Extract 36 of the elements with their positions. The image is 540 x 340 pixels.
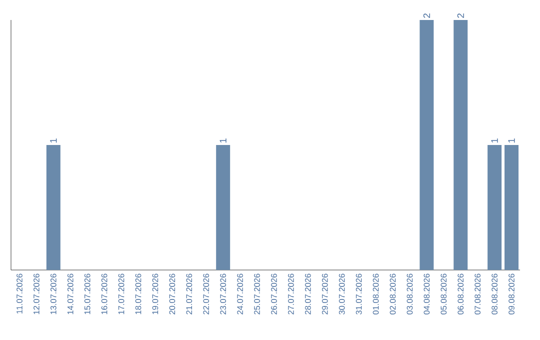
x-tick-label: 08.08.2026 bbox=[492, 274, 498, 314]
x-tick-label: 14.07.2026 bbox=[67, 274, 74, 314]
x-tick-label: 02.08.2026 bbox=[390, 274, 396, 314]
x-tick-label: 07.08.2026 bbox=[474, 274, 481, 314]
x-tick-label: 25.07.2026 bbox=[254, 274, 260, 314]
x-tick-label: 17.07.2026 bbox=[118, 274, 124, 314]
x-tick-label: 20.07.2026 bbox=[169, 274, 176, 314]
x-tick-label: 16.07.2026 bbox=[101, 274, 108, 314]
x-tick-label: 28.07.2026 bbox=[305, 274, 311, 314]
x-tick-label: 11.07.2026 bbox=[16, 274, 22, 314]
x-tick-label: 27.07.2026 bbox=[288, 274, 294, 314]
data-label: 1 bbox=[50, 138, 57, 143]
x-tick-label: 30.07.2026 bbox=[338, 274, 345, 314]
x-tick-label: 15.07.2026 bbox=[84, 274, 90, 314]
data-label: 2 bbox=[423, 14, 430, 18]
data-label: 1 bbox=[220, 138, 226, 143]
x-tick-label: 05.08.2026 bbox=[440, 274, 447, 314]
x-tick-label: 04.08.2026 bbox=[424, 274, 430, 314]
x-tick-label: 12.07.2026 bbox=[34, 274, 40, 314]
x-tick-label: 21.07.2026 bbox=[186, 274, 192, 314]
x-tick-label: 06.08.2026 bbox=[458, 274, 464, 314]
x-tick-label: 09.08.2026 bbox=[508, 274, 514, 314]
x-tick-label: 19.07.2026 bbox=[152, 274, 158, 314]
x-tick-label: 24.07.2026 bbox=[237, 274, 243, 314]
x-tick-label: 22.07.2026 bbox=[203, 274, 210, 314]
x-tick-label: 31.07.2026 bbox=[356, 274, 362, 314]
x-tick-label: 01.08.2026 bbox=[372, 274, 379, 314]
data-label: 1 bbox=[491, 138, 498, 143]
x-tick-label: 29.07.2026 bbox=[322, 274, 328, 314]
data-label: 2 bbox=[457, 14, 464, 18]
x-tick-label: 03.08.2026 bbox=[406, 274, 413, 314]
x-tick-label: 26.07.2026 bbox=[271, 274, 277, 314]
data-label: 1 bbox=[508, 138, 515, 143]
x-tick-label: 23.07.2026 bbox=[220, 274, 226, 314]
x-tick-label: 13.07.2026 bbox=[50, 274, 56, 314]
x-tick-label: 18.07.2026 bbox=[135, 274, 142, 314]
